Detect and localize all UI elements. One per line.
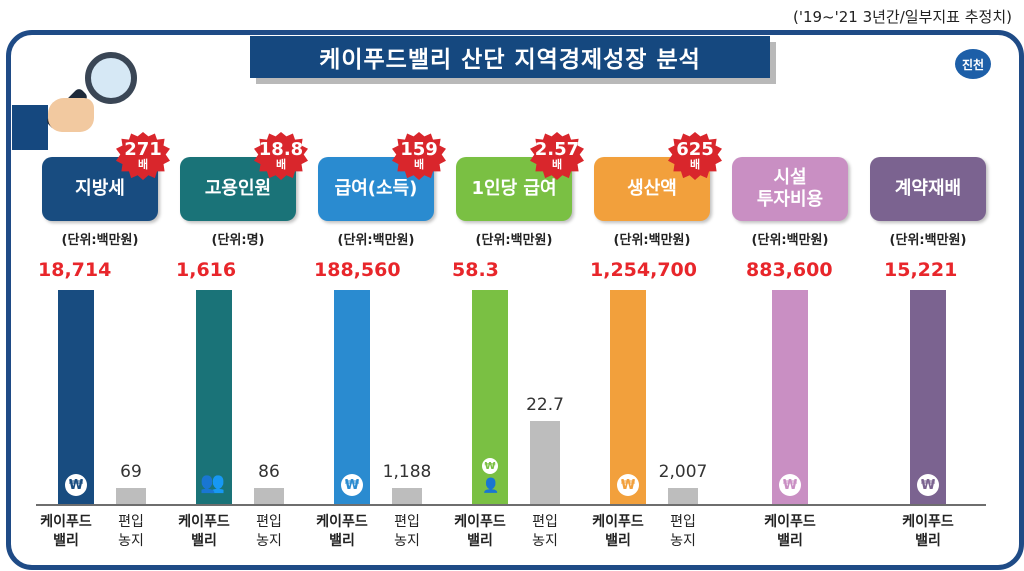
magnifying-glass-icon: [85, 52, 137, 104]
category-label-6: 계약재배: [870, 157, 986, 221]
unit-label-0: (단위:백만원): [61, 233, 139, 248]
kfood-value-label-5: 883,600: [746, 259, 833, 281]
farmland-axis-label-1: 편입 농지: [256, 514, 282, 549]
kfood-axis-label-6: 케이푸드 밸리: [902, 514, 954, 549]
multiplier-unit: 배: [413, 158, 425, 171]
kfood-bar-4: [610, 290, 646, 504]
farmland-axis-label-4: 편입 농지: [670, 514, 696, 549]
kfood-bar-5: [772, 290, 808, 504]
farmland-axis-label-2: 편입 농지: [394, 514, 420, 549]
farmland-value-label-2: 1,188: [382, 462, 432, 482]
kfood-axis-label-0: 케이푸드 밸리: [40, 514, 92, 549]
kfood-bar-1: [196, 290, 232, 504]
multiplier-unit: 배: [689, 158, 701, 171]
kfood-axis-label-5: 케이푸드 밸리: [764, 514, 816, 549]
kfood-axis-label-2: 케이푸드 밸리: [316, 514, 368, 549]
unit-label-4: (단위:백만원): [613, 233, 691, 248]
farmland-axis-label-0: 편입 농지: [118, 514, 144, 549]
unit-label-1: (단위:명): [211, 233, 265, 248]
won-icon: ₩: [779, 474, 801, 496]
people-icon: 👥: [200, 470, 225, 494]
unit-label-6: (단위:백만원): [889, 233, 967, 248]
kfood-value-label-2: 188,560: [314, 259, 401, 281]
kfood-axis-label-1: 케이푸드 밸리: [178, 514, 230, 549]
kfood-bar-0: [58, 290, 94, 504]
jincheon-logo: 진천: [955, 49, 991, 79]
period-note: ('19~'21 3년간/일부지표 추정치): [792, 8, 1012, 26]
person-icon: 👤: [482, 478, 499, 494]
kfood-bar-2: [334, 290, 370, 504]
multiplier-value: 2.57: [534, 139, 580, 160]
farmland-bar-1: [254, 488, 284, 504]
farmland-bar-0: [116, 488, 146, 504]
multiplier-value: 18.8: [258, 139, 304, 160]
kfood-value-label-6: 15,221: [884, 259, 958, 281]
multiplier-value: 159: [400, 139, 438, 160]
chart-baseline: [36, 504, 986, 506]
unit-label-5: (단위:백만원): [751, 233, 829, 248]
farmland-value-label-3: 22.7: [526, 395, 564, 415]
kfood-value-label-0: 18,714: [38, 259, 112, 281]
farmland-bar-4: [668, 488, 698, 504]
won-icon: ₩: [341, 474, 363, 496]
won-icon: ₩: [917, 474, 939, 496]
kfood-value-label-4: 1,254,700: [590, 259, 697, 281]
kfood-value-label-1: 1,616: [176, 259, 237, 281]
multiplier-value: 625: [676, 139, 714, 160]
kfood-axis-label-4: 케이푸드 밸리: [592, 514, 644, 549]
sleeve-decoration: [12, 105, 48, 150]
hand-icon: [48, 98, 94, 132]
unit-label-3: (단위:백만원): [475, 233, 553, 248]
kfood-bar-6: [910, 290, 946, 504]
farmland-axis-label-3: 편입 농지: [532, 514, 558, 549]
page-title: 케이푸드밸리 산단 지역경제성장 분석: [250, 36, 770, 78]
farmland-bar-3: [530, 421, 560, 504]
won-icon: ₩: [65, 474, 87, 496]
category-label-5: 시설 투자비용: [732, 157, 848, 221]
kfood-axis-label-3: 케이푸드 밸리: [454, 514, 506, 549]
farmland-value-label-1: 86: [258, 462, 280, 482]
farmland-value-label-4: 2,007: [658, 462, 708, 482]
multiplier-value: 271: [124, 139, 162, 160]
unit-label-2: (단위:백만원): [337, 233, 415, 248]
multiplier-unit: 배: [275, 158, 287, 171]
multiplier-unit: 배: [551, 158, 563, 171]
person-won-icon: ₩: [482, 458, 498, 474]
kfood-value-label-3: 58.3: [452, 259, 499, 281]
farmland-value-label-0: 69: [120, 462, 142, 482]
chart-frame: [6, 30, 1024, 570]
won-icon: ₩: [617, 474, 639, 496]
multiplier-unit: 배: [137, 158, 149, 171]
farmland-bar-2: [392, 488, 422, 504]
